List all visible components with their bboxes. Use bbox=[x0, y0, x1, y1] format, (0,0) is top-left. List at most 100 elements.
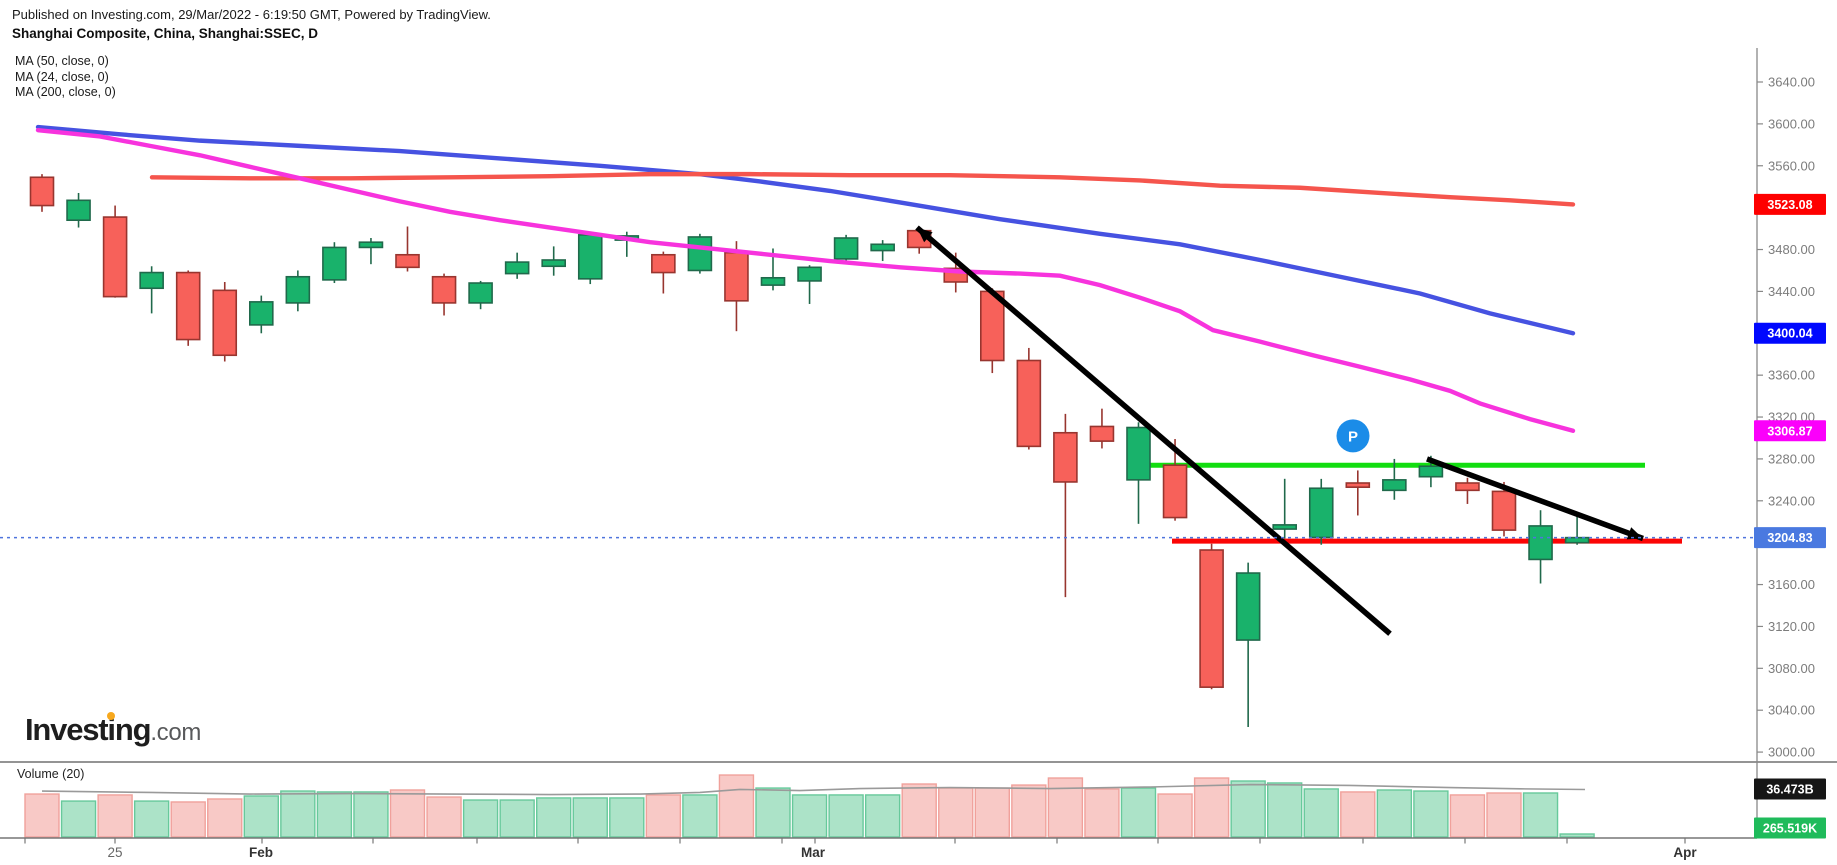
volume-bar bbox=[718, 774, 755, 838]
volume-bars bbox=[24, 774, 1595, 838]
logo-orange-dot-i: i bbox=[107, 712, 116, 747]
price-tick-label: 3120.00 bbox=[1768, 619, 1815, 634]
ma-line bbox=[35, 127, 1576, 433]
price-tick-label: 3080.00 bbox=[1768, 661, 1815, 676]
volume-bar bbox=[1340, 791, 1376, 838]
p-marker-circle[interactable] bbox=[1336, 419, 1370, 453]
date-label[interactable]: Feb bbox=[249, 845, 273, 860]
trendline[interactable] bbox=[1426, 456, 1644, 542]
axis-badges: 3523.08 3400.04 3306.87 3204.83 36.473B 265.5… bbox=[1754, 193, 1826, 839]
candle-body bbox=[1491, 490, 1517, 531]
candle-body bbox=[833, 237, 859, 260]
volume-bar bbox=[1157, 793, 1193, 838]
price-tick-label: 3600.00 bbox=[1768, 116, 1815, 131]
volume-ma-line bbox=[41, 783, 1586, 796]
volume-bar bbox=[828, 794, 864, 838]
price-tick-label: 3480.00 bbox=[1768, 242, 1815, 257]
price-badge bbox=[1754, 527, 1826, 549]
symbol-title: Shanghai Composite, China, Shanghai:SSEC… bbox=[12, 26, 319, 41]
price-badge bbox=[1754, 817, 1826, 839]
p-marker-label: P bbox=[1348, 428, 1358, 445]
volume-bar bbox=[1084, 788, 1120, 838]
candle-body bbox=[1308, 487, 1334, 539]
logo-text-part: ng bbox=[114, 712, 152, 747]
support-resistance-lines[interactable] bbox=[1128, 462, 1682, 544]
trendline-arrowhead bbox=[917, 227, 933, 243]
volume-bar bbox=[572, 797, 608, 838]
price-tick-label: 3640.00 bbox=[1768, 75, 1815, 90]
candle-body bbox=[1126, 426, 1151, 481]
volume-bar bbox=[791, 794, 828, 838]
candle-body bbox=[1455, 482, 1480, 492]
price-tick-label: 3160.00 bbox=[1768, 577, 1815, 592]
volume-bar bbox=[864, 794, 901, 838]
p-marker[interactable]: P bbox=[1336, 419, 1370, 453]
volume-bar bbox=[1120, 787, 1157, 838]
candle-body bbox=[395, 253, 420, 269]
price-badge-label: 3204.83 bbox=[1767, 531, 1812, 545]
candle-body bbox=[1418, 465, 1444, 478]
ma-legend-item-200: MA (200, close, 0) bbox=[15, 85, 116, 99]
volume-bar bbox=[1413, 790, 1449, 838]
volume-bar bbox=[133, 800, 170, 838]
candle-body bbox=[1235, 572, 1261, 641]
volume-bar bbox=[499, 799, 535, 838]
candle-body bbox=[651, 253, 676, 274]
trendline[interactable] bbox=[915, 225, 1392, 636]
candle-body bbox=[541, 259, 567, 268]
volume-bar bbox=[1303, 788, 1339, 838]
price-tick-label: 3440.00 bbox=[1768, 284, 1815, 299]
candle-body bbox=[1528, 525, 1553, 561]
ma-legend-item-24: MA (24, close, 0) bbox=[15, 69, 109, 84]
price-tick-label: 3240.00 bbox=[1768, 493, 1815, 508]
candle-body bbox=[212, 289, 238, 357]
volume-bar bbox=[353, 791, 389, 838]
candle-body bbox=[1089, 425, 1115, 442]
candle-body bbox=[687, 236, 713, 272]
volume-bar bbox=[243, 795, 280, 838]
price-tick-label: 3280.00 bbox=[1768, 451, 1815, 466]
candle-body bbox=[285, 275, 311, 304]
candle-body bbox=[870, 243, 895, 252]
volume-bar bbox=[938, 787, 974, 838]
volume-bar bbox=[1486, 792, 1522, 838]
investing-logo: Investing.com bbox=[25, 712, 201, 748]
price-badge bbox=[1754, 193, 1826, 215]
price-tick-label: 3040.00 bbox=[1768, 703, 1815, 718]
axes[interactable]: 3640.00 3600.00 3560.00 3480.00 3440.00 3360.… bbox=[0, 48, 1837, 860]
volume-bar bbox=[1376, 789, 1413, 838]
volume-bar bbox=[755, 787, 791, 838]
price-badge-label: 3306.87 bbox=[1767, 424, 1812, 438]
logo-text-part: Invest bbox=[25, 712, 109, 747]
candle-body bbox=[504, 261, 530, 275]
candle-body bbox=[1053, 431, 1078, 483]
date-label[interactable]: Mar bbox=[801, 845, 826, 860]
moving-average-lines bbox=[35, 124, 1576, 433]
volume-bar bbox=[426, 796, 462, 838]
trendlines[interactable] bbox=[915, 225, 1644, 636]
candle-body bbox=[760, 276, 786, 286]
price-badge-label: 3523.08 bbox=[1767, 198, 1812, 212]
volume-bar bbox=[1559, 833, 1595, 838]
price-badge-label: 36.473B bbox=[1766, 783, 1813, 797]
volume-bar bbox=[389, 789, 426, 838]
price-badge bbox=[1754, 322, 1826, 344]
volume-bar bbox=[207, 798, 243, 838]
price-badge bbox=[1754, 778, 1826, 800]
price-badge bbox=[1754, 420, 1826, 442]
trendline-arrowhead bbox=[1626, 527, 1643, 540]
candle-body bbox=[29, 176, 55, 207]
date-label[interactable]: Apr bbox=[1673, 845, 1697, 860]
volume-bar bbox=[24, 793, 60, 838]
candle-body bbox=[322, 246, 347, 281]
candle-body bbox=[1382, 479, 1407, 492]
date-label[interactable]: 25 bbox=[107, 845, 122, 860]
logo-com-suffix: .com bbox=[150, 719, 202, 746]
candle-body bbox=[1564, 536, 1590, 544]
volume-bar bbox=[1449, 794, 1486, 838]
volume-bar bbox=[682, 794, 718, 838]
candle-body bbox=[249, 301, 274, 326]
publish-info: Published on Investing.com, 29/Mar/2022 … bbox=[12, 7, 491, 22]
